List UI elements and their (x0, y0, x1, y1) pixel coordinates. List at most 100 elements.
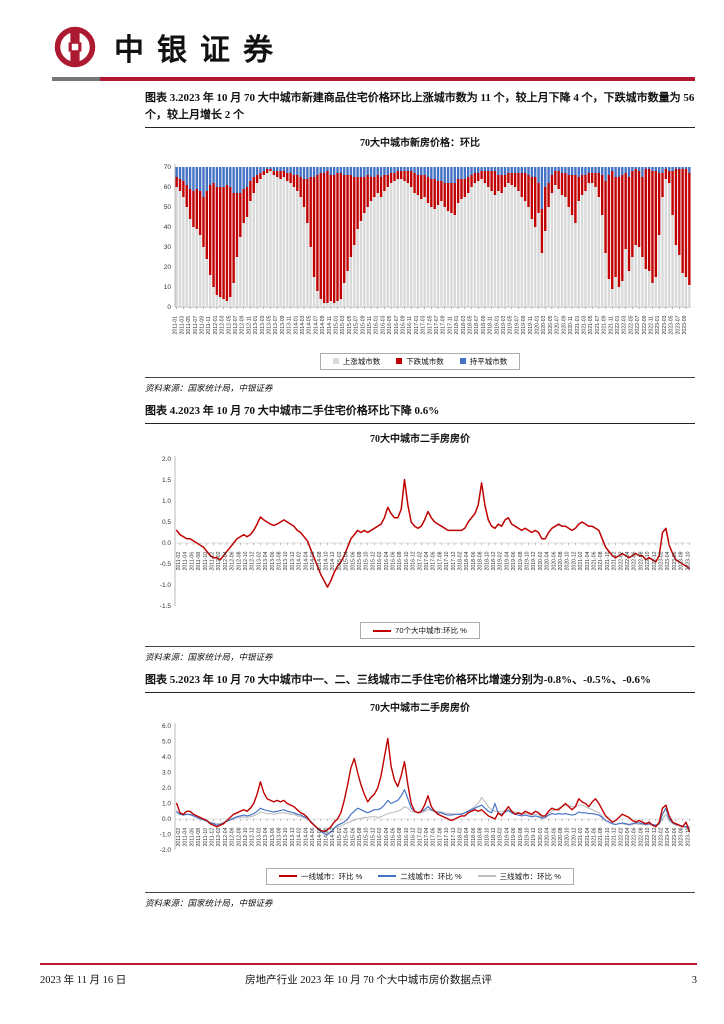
svg-text:2015-04: 2015-04 (344, 828, 350, 847)
svg-text:2014-09: 2014-09 (320, 315, 326, 334)
svg-text:2017-04: 2017-04 (424, 828, 430, 847)
svg-text:2012-04: 2012-04 (223, 828, 229, 847)
svg-text:2015-12: 2015-12 (370, 551, 376, 570)
svg-text:2018-06: 2018-06 (471, 828, 477, 847)
svg-text:2013-11: 2013-11 (287, 316, 293, 335)
svg-text:2016-12: 2016-12 (411, 828, 417, 847)
svg-text:2019-09: 2019-09 (521, 315, 527, 334)
svg-text:2011-09: 2011-09 (200, 316, 206, 335)
svg-text:2012-02: 2012-02 (216, 828, 222, 847)
svg-text:2023-07: 2023-07 (675, 315, 681, 334)
svg-text:2011-08: 2011-08 (196, 551, 202, 570)
svg-text:2014-06: 2014-06 (310, 551, 316, 570)
svg-text:2012-06: 2012-06 (230, 551, 236, 570)
svg-text:2014-04: 2014-04 (303, 551, 309, 570)
svg-text:2018-10: 2018-10 (484, 551, 490, 570)
svg-text:2022-06: 2022-06 (632, 828, 638, 847)
svg-text:2013-01: 2013-01 (253, 315, 259, 334)
svg-text:2018-04: 2018-04 (464, 551, 470, 570)
svg-text:2020-04: 2020-04 (545, 828, 551, 847)
svg-text:2022-12: 2022-12 (652, 551, 658, 570)
svg-text:2016-06: 2016-06 (391, 828, 397, 847)
chart-3-plot: 0 10 20 30 40 50 60 70 2011-01 2011-03 2011-05 2011… (145, 151, 695, 350)
svg-text:2019-06: 2019-06 (511, 828, 517, 847)
chart-4-legend: 70个大中城市:环比 % (360, 622, 480, 640)
legend-swatch (477, 875, 496, 878)
y-tick-label: 0.0 (162, 540, 171, 547)
svg-text:2020-02: 2020-02 (538, 551, 544, 570)
svg-text:2017-08: 2017-08 (437, 551, 443, 570)
svg-text:2014-06: 2014-06 (310, 828, 316, 847)
svg-text:2011-12: 2011-12 (210, 828, 216, 847)
legend-item: 一线城市：环比 % (279, 871, 362, 882)
svg-text:2011-07: 2011-07 (193, 316, 199, 335)
svg-text:2013-04: 2013-04 (263, 551, 269, 570)
svg-text:2019-07: 2019-07 (514, 315, 520, 334)
svg-text:2013-08: 2013-08 (277, 828, 283, 847)
svg-text:2022-05: 2022-05 (628, 315, 634, 334)
svg-text:2020-09: 2020-09 (561, 315, 567, 334)
svg-text:2015-11: 2015-11 (367, 316, 373, 335)
y-tick-label: 2.0 (162, 456, 171, 463)
brand-name: 中银证券 (114, 34, 286, 67)
svg-text:2023-02: 2023-02 (659, 551, 665, 570)
svg-text:2019-05: 2019-05 (508, 315, 514, 334)
svg-text:2023-05: 2023-05 (669, 315, 675, 334)
svg-text:2013-05: 2013-05 (267, 315, 273, 334)
svg-text:2013-07: 2013-07 (273, 315, 279, 334)
svg-text:2011-08: 2011-08 (196, 828, 202, 847)
svg-text:2019-04: 2019-04 (504, 551, 510, 570)
legend-item: 二线城市：环比 % (378, 871, 462, 882)
legend-label: 一线城市：环比 % (301, 871, 363, 881)
svg-text:2023-10: 2023-10 (685, 551, 691, 570)
svg-text:2016-08: 2016-08 (397, 551, 403, 570)
svg-text:2017-08: 2017-08 (437, 828, 443, 847)
figure-4-top-rule (145, 422, 695, 424)
svg-text:2016-07: 2016-07 (394, 315, 400, 334)
y-tick-label: 70 (164, 164, 172, 171)
svg-text:2012-08: 2012-08 (236, 551, 242, 570)
y-tick-label: 5.0 (162, 739, 171, 746)
legend-label: 上涨城市数 (342, 356, 381, 366)
svg-text:2015-03: 2015-03 (340, 315, 346, 334)
svg-text:2018-02: 2018-02 (458, 551, 464, 570)
figure-4-title: 图表 4.2023 年 10 月 70 大中城市二手住宅价格环比下降 0.6% (145, 404, 440, 417)
svg-text:2018-08: 2018-08 (478, 551, 484, 570)
svg-text:2018-07: 2018-07 (474, 315, 480, 334)
svg-text:2021-04: 2021-04 (585, 551, 591, 570)
line-series-0 (176, 737, 690, 833)
chart-5-legend: 一线城市：环比 % 二线城市：环比 % 三线城市：环比 % (266, 867, 574, 885)
svg-text:2015-02: 2015-02 (337, 828, 343, 847)
svg-text:2014-02: 2014-02 (297, 828, 303, 847)
svg-text:2022-10: 2022-10 (645, 551, 651, 570)
chart-4-legend-row: 70个大中城市:环比 % (145, 619, 695, 640)
svg-text:2017-07: 2017-07 (434, 315, 440, 334)
svg-text:2017-10: 2017-10 (444, 828, 450, 847)
x-axis-labels: 2011-02 2011-04 2011-06 2011-08 2011-10 2011-… (176, 819, 691, 847)
footer-page-number: 3 (691, 975, 697, 986)
svg-text:2023-10: 2023-10 (685, 828, 691, 847)
svg-text:2011-02: 2011-02 (176, 551, 182, 570)
figure-4: 图表 4.2023 年 10 月 70 大中城市二手住宅价格环比下降 0.6% … (145, 403, 695, 664)
svg-text:2018-12: 2018-12 (491, 551, 497, 570)
svg-text:2012-03: 2012-03 (220, 315, 226, 334)
legend-label: 二线城市：环比 % (400, 871, 462, 881)
svg-text:2012-12: 2012-12 (250, 828, 256, 847)
legend-item: 下跌城市数 (396, 356, 444, 367)
svg-text:2016-10: 2016-10 (404, 828, 410, 847)
legend-item: 上涨城市数 (332, 356, 381, 367)
svg-text:2017-11: 2017-11 (447, 316, 453, 335)
svg-text:2014-04: 2014-04 (303, 828, 309, 847)
svg-text:2022-04: 2022-04 (625, 828, 631, 847)
legend-label: 70个大中城市:环比 % (395, 626, 467, 636)
svg-text:2020-01: 2020-01 (535, 315, 541, 334)
legend-swatch (396, 358, 403, 365)
svg-text:2021-09: 2021-09 (602, 315, 608, 334)
svg-text:2013-09: 2013-09 (280, 315, 286, 334)
svg-text:2021-07: 2021-07 (595, 315, 601, 334)
svg-text:2019-08: 2019-08 (518, 551, 524, 570)
svg-text:2021-06: 2021-06 (592, 551, 598, 570)
figure-3-title: 图表 3.2023 年 10 月 70 大中城市新建商品住宅价格环比上涨城市数为… (145, 92, 695, 122)
chart-3-title: 70大中城市新房价格：环比 (360, 138, 480, 150)
svg-text:2021-04: 2021-04 (585, 828, 591, 847)
